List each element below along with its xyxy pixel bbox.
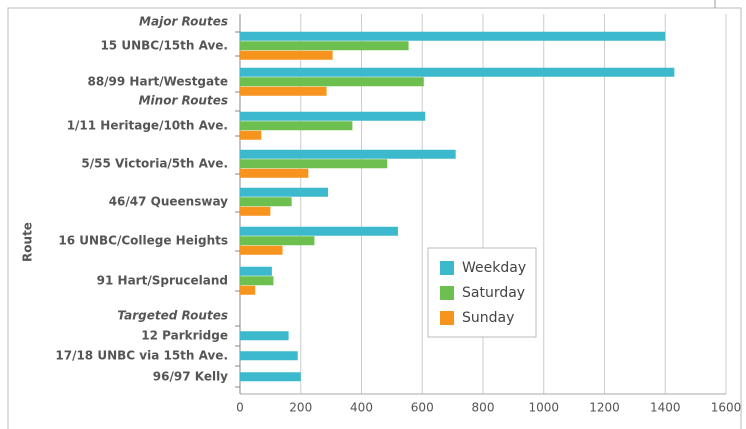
bar [240, 285, 256, 295]
category-label: 1/11 Heritage/10th Ave. [67, 119, 228, 133]
bar [240, 41, 409, 51]
bar [240, 331, 289, 341]
x-tick-label: 1400 [650, 401, 681, 415]
category-label: 16 UNBC/College Heights [58, 234, 228, 248]
group-label: Targeted Routes [117, 309, 228, 323]
category-label: 91 Hart/Spruceland [97, 274, 228, 288]
bar [240, 197, 292, 207]
bar [240, 121, 353, 131]
category-label: 15 UNBC/15th Ave. [100, 39, 228, 53]
category-label: 88/99 Hart/Westgate [87, 75, 228, 89]
legend-label: Saturday [462, 285, 525, 301]
bar [240, 130, 262, 140]
bar [240, 111, 426, 121]
category-label: 46/47 Queensway [109, 195, 228, 209]
bar [240, 206, 271, 216]
bar [240, 226, 398, 236]
group-label: Major Routes [139, 15, 228, 29]
x-tick-label: 1600 [711, 401, 742, 415]
bar [240, 149, 456, 159]
x-tick-label: 400 [350, 401, 373, 415]
bar [240, 86, 327, 96]
group-label: Minor Routes [139, 94, 228, 108]
category-label: 12 Parkridge [141, 329, 228, 343]
y-axis-label: Route [21, 222, 35, 262]
bar [240, 31, 666, 41]
legend-swatch [440, 261, 454, 275]
bar [240, 351, 298, 361]
bar [240, 77, 424, 87]
category-label: 96/97 Kelly [153, 370, 228, 384]
bar [240, 236, 315, 246]
legend-label: Sunday [462, 310, 514, 326]
bar [240, 372, 301, 382]
category-label: 17/18 UNBC via 15th Ave. [55, 349, 228, 363]
bar [240, 276, 274, 286]
bar [240, 67, 675, 77]
bar [240, 168, 309, 178]
legend-label: Weekday [462, 260, 526, 276]
x-tick-label: 0 [236, 401, 244, 415]
x-tick-label: 200 [289, 401, 312, 415]
x-tick-label: 800 [472, 401, 495, 415]
chart-frame [7, 7, 742, 429]
legend-swatch [440, 286, 454, 300]
category-label: 5/55 Victoria/5th Ave. [81, 157, 228, 171]
bar [240, 245, 283, 255]
bar [240, 187, 329, 197]
x-tick-label: 600 [411, 401, 434, 415]
bar [240, 266, 272, 276]
bar [240, 50, 333, 60]
bar [240, 159, 388, 169]
legend-swatch [440, 311, 454, 325]
x-tick-label: 1200 [589, 401, 620, 415]
x-tick-label: 1000 [528, 401, 559, 415]
